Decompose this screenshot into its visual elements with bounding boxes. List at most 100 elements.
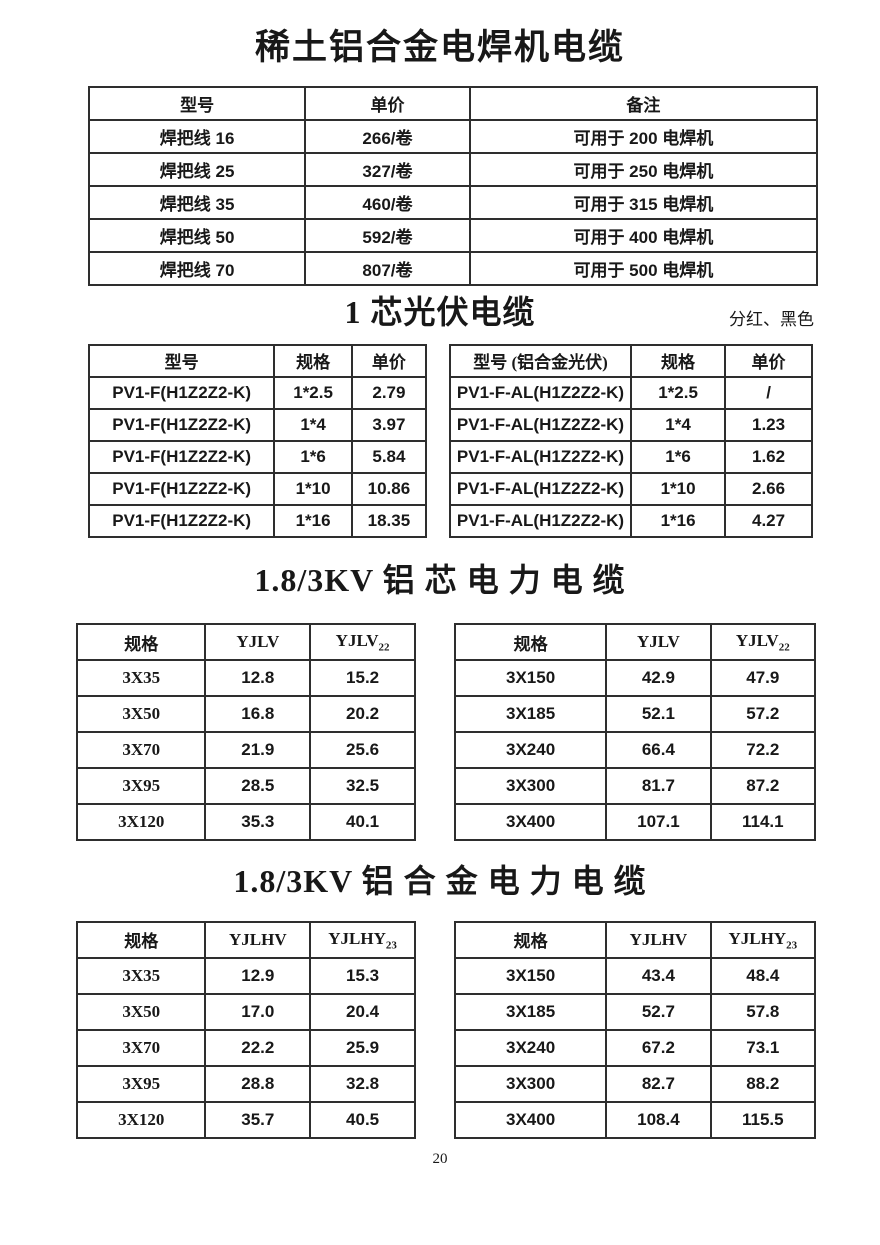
table-row: 3X400 108.4 115.5 [453,1100,817,1139]
cell-price-yjlhv: 17.0 [204,992,312,1031]
cell-price: 592/卷 [304,217,471,253]
cell-remark: 可用于 250 电焊机 [468,151,819,187]
cell-spec: 3X185 [453,992,608,1031]
column-header-yjlhy23: YJLHY23 [709,920,817,959]
cell-spec: 1*2.5 [273,375,353,410]
cell-price-yjlhy23: 57.8 [709,992,817,1031]
cell-spec: 3X120 [75,1100,207,1139]
table-row: PV1-F-AL(H1Z2Z2-K) 1*4 1.23 [449,407,813,442]
header-subscript: 23 [786,939,798,952]
column-header-yjlv: YJLV [204,623,312,662]
cell-model: 焊把线 70 [87,250,307,286]
cell-remark: 可用于 400 电焊机 [468,217,819,253]
cell-price-yjlv22: 15.2 [309,659,416,698]
cell-price-yjlhv: 108.4 [605,1100,712,1139]
table-header-row: 规格 YJLV YJLV22 [453,623,817,662]
cell-price-yjlhv: 82.7 [605,1064,712,1103]
page-title-welding-cable: 稀土铝合金电焊机电缆 [254,28,625,67]
section-title-pv-cable: 1 芯光伏电缆 [344,293,536,330]
pv-aluminum-price-table: 型号 (铝合金光伏) 规格 单价 PV1-F-AL(H1Z2Z2-K) 1*2.… [449,343,813,538]
alu-core-tables-row: 规格 YJLV YJLV22 3X35 12.8 15.2 3X50 16.8 … [75,623,880,842]
table-row: 3X35 12.9 15.3 [75,956,416,995]
column-header-yjlhv: YJLHV [204,920,312,959]
table-row: PV1-F-AL(H1Z2Z2-K) 1*16 4.27 [449,503,813,538]
cell-price-yjlhv: 67.2 [605,1028,712,1067]
column-header-price: 单价 [304,85,471,121]
cell-price: 18.35 [350,503,428,538]
cell-price-yjlhy23: 15.3 [309,956,416,995]
cell-spec: 3X35 [75,659,207,698]
column-header-spec: 规格 [629,343,727,378]
cell-spec: 3X185 [453,695,608,734]
pv-copper-price-table: 型号 规格 单价 PV1-F(H1Z2Z2-K) 1*2.5 2.79 PV1-… [87,343,428,538]
table-row: 3X95 28.8 32.8 [75,1064,416,1103]
cell-spec: 3X400 [453,803,608,842]
cell-price-yjlv22: 57.2 [709,695,817,734]
column-header-spec: 规格 [75,623,207,662]
cell-price-yjlhy23: 73.1 [709,1028,817,1067]
page-number: 20 [432,1150,448,1167]
table-row: 3X70 21.9 25.6 [75,731,416,770]
cell-spec: 3X50 [75,992,207,1031]
table-row: 3X240 67.2 73.1 [453,1028,817,1067]
alu-core-price-table-right: 规格 YJLV YJLV22 3X150 42.9 47.9 3X185 52.… [453,623,817,842]
cell-price: 460/卷 [304,184,471,220]
column-header-yjlhv: YJLHV [605,920,712,959]
table-row: PV1-F(H1Z2Z2-K) 1*4 3.97 [87,407,428,442]
table-row: PV1-F(H1Z2Z2-K) 1*16 18.35 [87,503,428,538]
column-header-yjlhy23: YJLHY23 [309,920,416,959]
column-header-remark: 备注 [468,85,819,121]
header-text: YJLHY [728,928,787,948]
cell-model: PV1-F(H1Z2Z2-K) [87,471,276,506]
cell-model: PV1-F-AL(H1Z2Z2-K) [449,471,632,506]
cell-price-yjlv: 81.7 [605,767,712,806]
column-header-spec: 规格 [273,343,353,378]
table-row: PV1-F(H1Z2Z2-K) 1*2.5 2.79 [87,375,428,410]
column-header-spec: 规格 [75,920,207,959]
cell-model: 焊把线 16 [87,118,307,154]
table-row: 3X185 52.7 57.8 [453,992,817,1031]
table-row: PV1-F-AL(H1Z2Z2-K) 1*6 1.62 [449,439,813,474]
alu-core-price-table-left: 规格 YJLV YJLV22 3X35 12.8 15.2 3X50 16.8 … [75,623,416,842]
cell-price: 3.97 [350,407,428,442]
column-header-yjlv22: YJLV22 [709,623,817,662]
cell-spec: 3X70 [75,731,207,770]
cell-price-yjlhv: 43.4 [605,956,712,995]
cell-price: 266/卷 [304,118,471,154]
cell-model: PV1-F-AL(H1Z2Z2-K) [449,375,632,410]
table-row: PV1-F-AL(H1Z2Z2-K) 1*10 2.66 [449,471,813,506]
cell-spec: 3X95 [75,767,207,806]
pv-tables-row: 型号 规格 单价 PV1-F(H1Z2Z2-K) 1*2.5 2.79 PV1-… [87,343,880,538]
cell-price-yjlv: 35.3 [204,803,312,842]
cell-price-yjlhy23: 40.5 [309,1100,416,1139]
column-header-yjlv22: YJLV22 [309,623,416,662]
cell-price-yjlhv: 35.7 [204,1100,312,1139]
column-header-spec: 规格 [453,623,608,662]
alu-alloy-price-table-right: 规格 YJLHV YJLHY23 3X150 43.4 48.4 3X185 5… [453,920,817,1139]
table-row: 3X95 28.5 32.5 [75,767,416,806]
cell-price: 10.86 [350,471,428,506]
cell-spec: 1*6 [273,439,353,474]
cell-price-yjlhy23: 48.4 [709,956,817,995]
cell-price-yjlv22: 114.1 [709,803,817,842]
table-header-row: 型号 规格 单价 [87,343,428,378]
table-row: 焊把线 25 327/卷 可用于 250 电焊机 [87,151,819,187]
cell-price: 327/卷 [304,151,471,187]
cell-price-yjlv22: 47.9 [709,659,817,698]
column-header-model: 型号 [87,343,276,378]
cell-spec: 1*4 [629,407,727,442]
cell-spec: 1*16 [273,503,353,538]
cell-spec: 3X150 [453,956,608,995]
table-row: 3X120 35.3 40.1 [75,803,416,842]
cell-price-yjlhy23: 25.9 [309,1028,416,1067]
cell-price: 5.84 [350,439,428,474]
table-row: 3X120 35.7 40.5 [75,1100,416,1139]
cell-price-yjlhv: 52.7 [605,992,712,1031]
alu-alloy-price-table-left: 规格 YJLHV YJLHY23 3X35 12.9 15.3 3X50 17.… [75,920,416,1139]
table-header-row: 规格 YJLHV YJLHY23 [453,920,817,959]
cell-spec: 3X35 [75,956,207,995]
cell-price: 1.62 [724,439,813,474]
cell-price-yjlv22: 20.2 [309,695,416,734]
cell-model: PV1-F-AL(H1Z2Z2-K) [449,503,632,538]
header-subscript: 22 [778,641,790,654]
